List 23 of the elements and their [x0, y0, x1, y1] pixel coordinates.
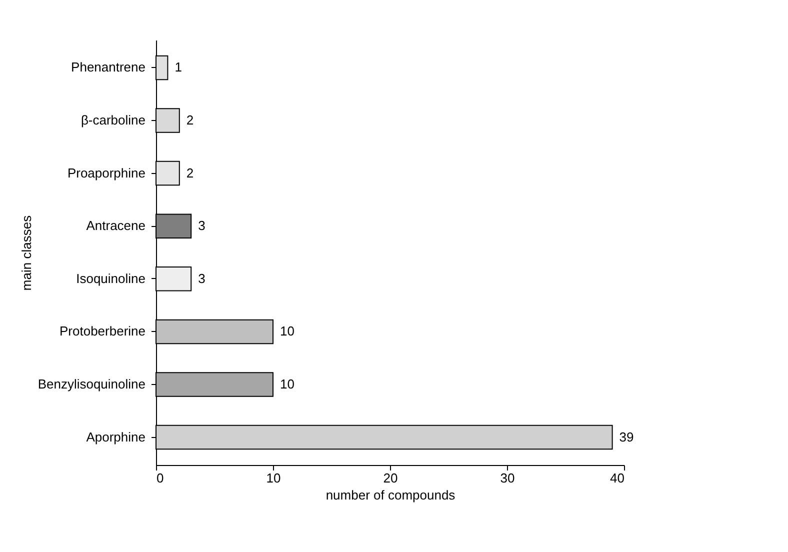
y-tick-label: Phenantrene	[71, 60, 146, 75]
x-tick-label: 30	[500, 470, 515, 486]
y-tick-label: Proaporphine	[67, 165, 146, 180]
y-axis-title: main classes	[18, 214, 34, 291]
data-label: 10	[280, 324, 294, 339]
data-label: 3	[198, 270, 206, 286]
x-axis-title: number of compounds	[326, 488, 456, 502]
y-tick-label: β-carboline	[80, 112, 146, 128]
x-tick-label: 20	[383, 470, 398, 486]
data-label: 2	[186, 165, 194, 180]
y-tick-label: Benzylisoquinoline	[38, 376, 146, 392]
y-tick-label: Isoquinoline	[76, 270, 146, 286]
data-label: 39	[619, 429, 634, 444]
x-tick-label: 10	[266, 470, 281, 486]
y-tick-label: Antracene	[86, 218, 146, 234]
y-tick-label: Protoberberine	[60, 324, 146, 339]
x-tick-label: 0	[156, 470, 164, 486]
data-label: 3	[198, 218, 206, 234]
data-label: 1	[174, 60, 182, 75]
x-tick-label: 40	[610, 470, 624, 486]
data-label: 10	[280, 376, 294, 392]
y-tick-label: Aporphine	[86, 429, 146, 444]
data-label: 2	[186, 112, 194, 128]
